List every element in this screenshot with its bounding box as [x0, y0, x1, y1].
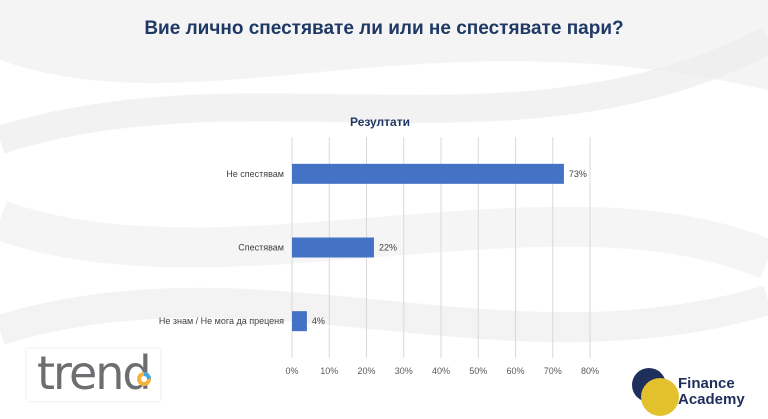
- data-label: 73%: [569, 169, 587, 179]
- category-label: Спестявам: [238, 243, 284, 253]
- bar: [292, 311, 307, 332]
- trend-logo-text: trend: [37, 346, 152, 400]
- x-tick-label: 50%: [469, 366, 487, 376]
- x-tick-label: 60%: [506, 366, 524, 376]
- x-tick-label: 10%: [320, 366, 338, 376]
- chart-title: Резултати: [350, 115, 410, 129]
- finance-text: Finance: [678, 375, 735, 392]
- x-tick-label: 0%: [285, 366, 298, 376]
- category-label: Не спестявам: [226, 169, 284, 179]
- data-label: 22%: [379, 243, 397, 253]
- bar: [292, 237, 374, 258]
- trend-logo: trend: [27, 346, 160, 401]
- x-tick-label: 30%: [395, 366, 413, 376]
- x-tick-label: 80%: [581, 366, 599, 376]
- logo-circle-yellow: [641, 378, 679, 416]
- bar: [292, 163, 564, 184]
- page-title: Вие лично спестявате ли или не спестяват…: [144, 18, 624, 39]
- finance-academy-logo: Finance Academy: [632, 368, 752, 418]
- category-label: Не знам / Не мога да преценя: [159, 316, 284, 326]
- x-tick-label: 70%: [544, 366, 562, 376]
- data-label: 4%: [312, 316, 325, 326]
- x-tick-label: 40%: [432, 366, 450, 376]
- trend-dot-icon: [137, 372, 151, 386]
- finance-academy-text: Finance Academy: [678, 376, 745, 408]
- x-tick-label: 20%: [357, 366, 375, 376]
- academy-text: Academy: [678, 391, 745, 408]
